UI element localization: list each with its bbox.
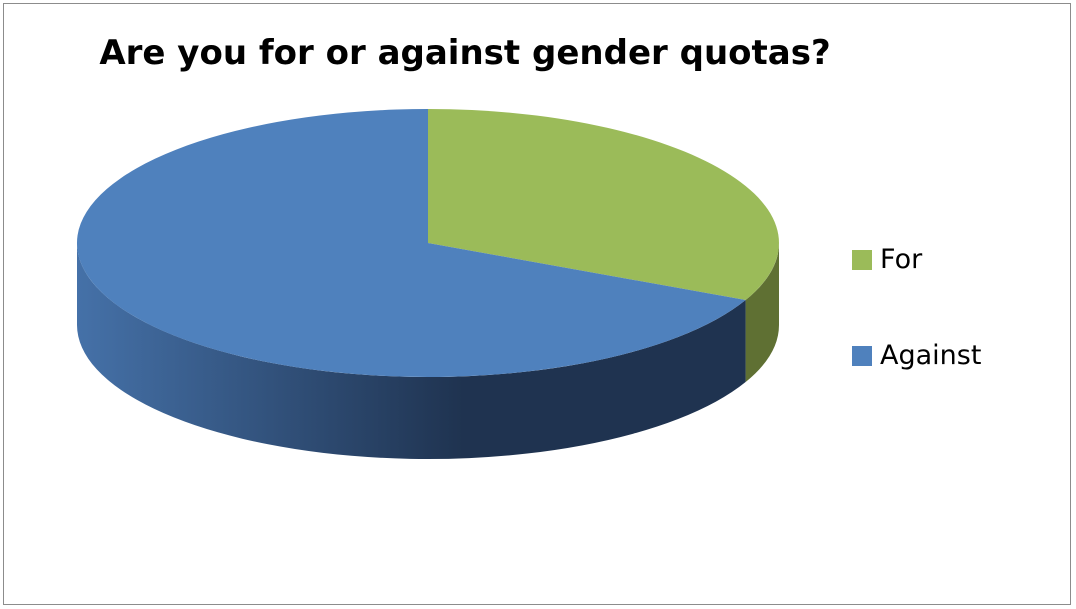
- legend-label-against: Against: [880, 340, 982, 371]
- chart-title: Are you for or against gender quotas?: [99, 33, 831, 73]
- legend-label-for: For: [880, 244, 923, 275]
- legend-swatch-against: [852, 345, 872, 366]
- pie-tops: [76, 109, 779, 378]
- pie-slice-for: [428, 109, 779, 301]
- legend-item-against: Against: [852, 340, 981, 371]
- legend-item-for: For: [852, 244, 922, 275]
- pie-side-against: [77, 243, 746, 459]
- pie-side-for: [745, 243, 779, 383]
- legend-swatch-for: [852, 249, 872, 270]
- pie-sides: [77, 243, 779, 459]
- pie-slice-against: [76, 109, 746, 378]
